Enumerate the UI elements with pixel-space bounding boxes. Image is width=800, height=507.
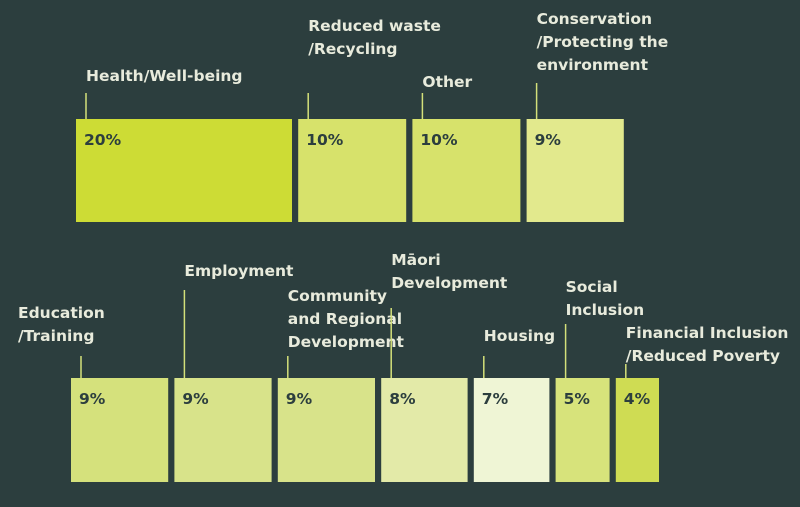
category-label: Education/Training (18, 304, 105, 345)
bar (298, 119, 407, 222)
bar (473, 378, 550, 482)
bar-value-label: 9% (535, 131, 562, 149)
category-label: Reduced waste/Recycling (308, 17, 441, 58)
bar-group: 9% Employment (174, 262, 294, 482)
bar-value-label: 9% (79, 390, 106, 408)
bar-value-label: 5% (564, 390, 591, 408)
bar-group: 9% Community and Regional Development (277, 287, 405, 482)
category-label: Employment (184, 262, 294, 280)
bar (381, 378, 468, 482)
bar (555, 378, 610, 482)
bar-value-label: 8% (389, 390, 416, 408)
category-label: Financial Inclusion/Reduced Poverty (626, 324, 789, 365)
category-label: Community and Regional Development (288, 287, 405, 351)
bar-group: 8% Māori Development (381, 251, 508, 482)
bar-value-label: 20% (84, 131, 122, 149)
bar-group: 4% Financial Inclusion/Reduced Poverty (615, 324, 789, 482)
bar (71, 378, 169, 482)
bar-group: 10% Reduced waste/Recycling (298, 17, 441, 222)
bar-group: 9% Education/Training (18, 304, 169, 482)
bar (174, 378, 272, 482)
bar-value-label: 10% (306, 131, 344, 149)
bars-layer: 20% Health/Well-being 10% Reduced waste/Rec… (18, 10, 788, 482)
bar-value-label: 9% (182, 390, 209, 408)
category-label: Housing (484, 327, 555, 345)
bar-value-label: 10% (420, 131, 458, 149)
bar (277, 378, 375, 482)
category-label: Other (422, 73, 472, 91)
category-label: Māori Development (391, 251, 508, 292)
bar-value-label: 7% (482, 390, 509, 408)
category-label: Social Inclusion (566, 278, 645, 319)
bar-group: 5% Social Inclusion (555, 278, 645, 482)
category-label: Conservation/Protecting the environment (537, 10, 669, 74)
bar-group: 9% Conservation/Protecting the environment (526, 10, 669, 222)
bar-group: 7% Housing (473, 327, 555, 482)
bar (76, 119, 292, 222)
bar (412, 119, 521, 222)
bar-value-label: 4% (624, 390, 651, 408)
bar (615, 378, 659, 482)
bar-group: 20% Health/Well-being (76, 67, 292, 222)
bar-group: 10% Other (412, 73, 521, 222)
category-label: Health/Well-being (86, 67, 243, 85)
bar-value-label: 9% (286, 390, 313, 408)
bar (526, 119, 624, 222)
